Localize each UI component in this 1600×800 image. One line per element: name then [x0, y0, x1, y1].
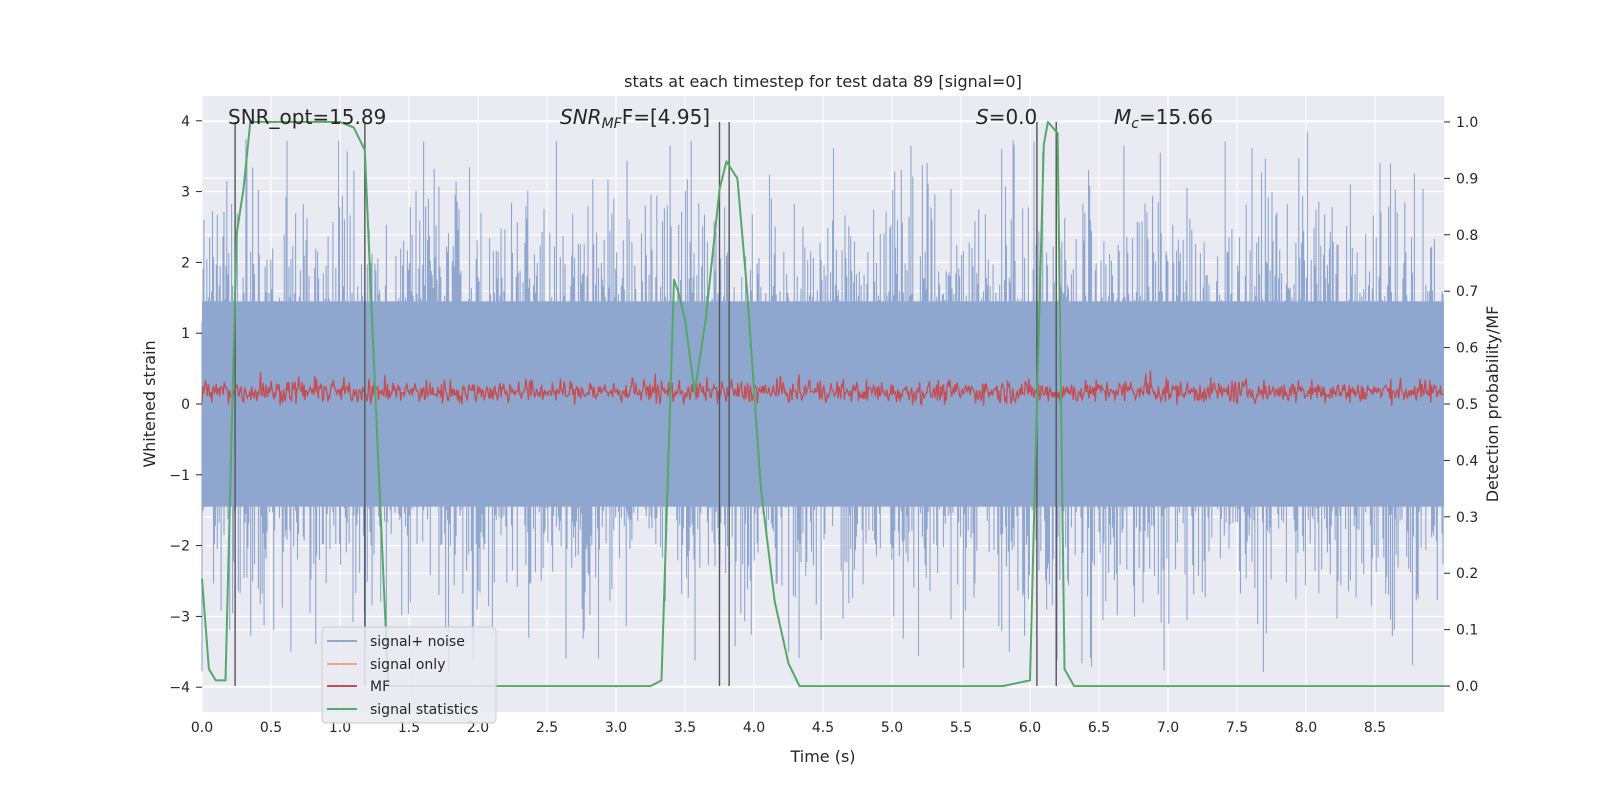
x-tick-label: 6.0 [1019, 720, 1041, 736]
x-tick-label: 0.5 [260, 720, 282, 736]
signal-noise-band [202, 301, 1444, 507]
x-tick-label: 7.5 [1226, 720, 1248, 736]
y-tick-label-left: −4 [169, 680, 190, 696]
x-tick-label: 4.0 [743, 720, 765, 736]
annotation-snr-mf-sub: MF [602, 116, 623, 132]
y-tick-label-right: 0.5 [1456, 397, 1478, 413]
x-tick-label: 2.5 [536, 720, 558, 736]
annotation-s-value: =0.0 [989, 105, 1038, 129]
annotation-s: S=0.0 [976, 105, 1037, 129]
y-tick-label-left: −2 [169, 539, 190, 555]
annotation-snr-opt: SNR_opt=15.89 [228, 105, 386, 129]
x-tick-label: 1.5 [398, 720, 420, 736]
y-tick-label-left: −1 [169, 468, 190, 484]
annotation-s-main: S [976, 105, 989, 129]
mf-series [201, 370, 1444, 406]
legend-label-signal-only: signal only [370, 657, 445, 673]
y-tick-label-left: 2 [181, 255, 190, 271]
x-tick-label: 8.5 [1364, 720, 1386, 736]
signal-noise-series [201, 131, 1444, 673]
y-tick-label-right: 0.0 [1456, 679, 1478, 695]
y-axis-left-label: Whitened strain [140, 340, 159, 467]
y-tick-label-right: 1.0 [1456, 115, 1478, 131]
annotation-mc-sub: c [1131, 116, 1139, 132]
x-axis-ticks: 0.0 0.5 1.0 1.5 2.0 2.5 3.0 3.5 4.0 4.5 5.0 5.5 6.0 6… [191, 720, 1386, 736]
x-tick-label: 6.5 [1088, 720, 1110, 736]
x-tick-label: 1.0 [329, 720, 351, 736]
y-tick-label-left: 0 [181, 397, 190, 413]
legend-label-signal-statistics: signal statistics [370, 702, 478, 718]
x-axis-label: Time (s) [789, 747, 855, 766]
y-tick-label-right: 0.1 [1456, 623, 1478, 639]
annotation-snr-mf-main: SNR [560, 105, 602, 129]
legend-label-signal-noise: signal+ noise [370, 634, 465, 650]
y-tick-label-right: 0.6 [1456, 341, 1478, 357]
x-tick-label: 3.5 [674, 720, 696, 736]
annotation-mc: Mc=15.66 [1114, 105, 1213, 132]
x-tick-label: 8.0 [1295, 720, 1317, 736]
y-tick-label-left: 3 [181, 185, 190, 201]
y-tick-label-right: 0.2 [1456, 566, 1478, 582]
x-tick-label: 3.0 [605, 720, 627, 736]
y-tick-label-right: 0.3 [1456, 510, 1478, 526]
x-tick-label: 5.5 [950, 720, 972, 736]
y-tick-label-right: 0.4 [1456, 453, 1478, 469]
y-tick-label-left: −3 [169, 609, 190, 625]
y-axis-right-label: Detection probability/MF [1483, 306, 1502, 503]
legend: signal+ noise signal only MF signal stat… [321, 626, 497, 724]
annotation-snr-mf-value: F=[4.95] [622, 105, 710, 129]
y-tick-label-right: 0.9 [1456, 171, 1478, 187]
mf-line [201, 370, 1444, 406]
x-tick-label: 4.5 [812, 720, 834, 736]
signal-statistics-line [201, 120, 1444, 688]
x-tick-label: 5.0 [881, 720, 903, 736]
y-tick-label-right: 0.7 [1456, 284, 1478, 300]
y-tick-label-left: 4 [181, 114, 190, 130]
legend-box [321, 626, 497, 724]
annotation-mc-main: M [1114, 105, 1131, 129]
y-axis-right-ticks: 1.0 0.9 0.8 0.7 0.6 0.5 0.4 0.3 0.2 0.1 0.0 [1444, 115, 1478, 695]
x-tick-label: 7.0 [1157, 720, 1179, 736]
x-tick-label: 2.0 [467, 720, 489, 736]
y-axis-left-ticks: 4 3 2 1 0 −1 −2 −3 −4 [169, 114, 202, 696]
annotation-mc-value: =15.66 [1139, 105, 1213, 129]
y-tick-label-left: 1 [181, 326, 190, 342]
y-tick-label-right: 0.8 [1456, 228, 1478, 244]
signal-statistics-series [201, 120, 1444, 688]
chart-title: stats at each timestep for test data 89 … [624, 72, 1022, 91]
legend-label-mf: MF [370, 679, 390, 695]
x-tick-label: 0.0 [191, 720, 213, 736]
annotation-snr-mf: SNRMFF=[4.95] [560, 105, 710, 132]
